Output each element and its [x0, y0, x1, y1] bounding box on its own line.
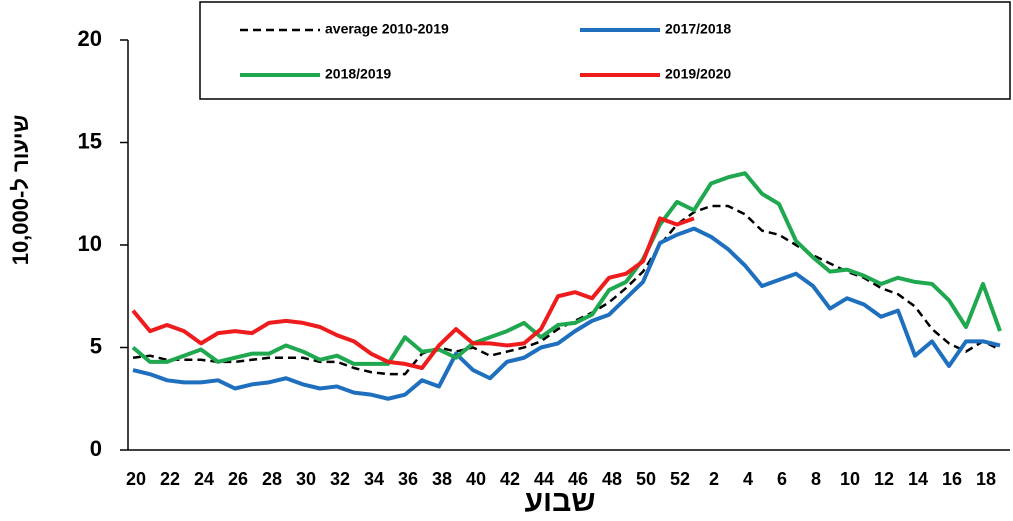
x-tick-label: 44 — [534, 469, 554, 489]
legend-label: 2018/2019 — [325, 66, 391, 82]
legend-box — [199, 1, 1011, 100]
legend-label: 2019/2020 — [665, 66, 731, 82]
x-tick-label: 22 — [160, 469, 180, 489]
x-tick-label: 50 — [636, 469, 656, 489]
x-tick-label: 28 — [262, 469, 282, 489]
series-line — [131, 171, 1002, 366]
x-tick-label: 6 — [777, 469, 787, 489]
x-tick-label: 36 — [398, 469, 418, 489]
series-line — [132, 226, 1001, 401]
y-tick-label: 20 — [78, 26, 102, 51]
legend-label: 2017/2018 — [665, 21, 731, 37]
x-tick-label: 20 — [126, 469, 146, 489]
x-tick-label: 32 — [330, 469, 350, 489]
x-tick-label: 42 — [500, 469, 520, 489]
x-tick-label: 8 — [811, 469, 821, 489]
y-tick-label: 5 — [90, 333, 102, 358]
x-tick-label: 10 — [840, 469, 860, 489]
x-tick-label: 30 — [296, 469, 316, 489]
series-line — [131, 216, 695, 370]
series-line — [132, 204, 1001, 376]
y-tick-label: 15 — [78, 128, 102, 153]
x-axis-label: שבוע — [525, 485, 596, 518]
x-tick-label: 40 — [466, 469, 486, 489]
y-tick-label: 0 — [90, 436, 102, 461]
y-tick-label: 10 — [78, 231, 102, 256]
x-tick-label: 12 — [874, 469, 894, 489]
x-tick-label: 38 — [432, 469, 452, 489]
x-tick-label: 4 — [743, 469, 753, 489]
x-tick-label: 16 — [942, 469, 962, 489]
x-tick-label: 2 — [709, 469, 719, 489]
x-tick-label: 24 — [194, 469, 214, 489]
x-tick-label: 46 — [568, 469, 588, 489]
x-tick-label: 14 — [908, 469, 928, 489]
x-tick-label: 26 — [228, 469, 248, 489]
x-tick-label: 18 — [976, 469, 996, 489]
legend-label: average 2010-2019 — [325, 21, 449, 37]
x-tick-label: 48 — [602, 469, 622, 489]
x-tick-label: 52 — [670, 469, 690, 489]
y-axis-label: שיעור ל-10,000 — [8, 115, 33, 266]
x-tick-label: 34 — [364, 469, 384, 489]
